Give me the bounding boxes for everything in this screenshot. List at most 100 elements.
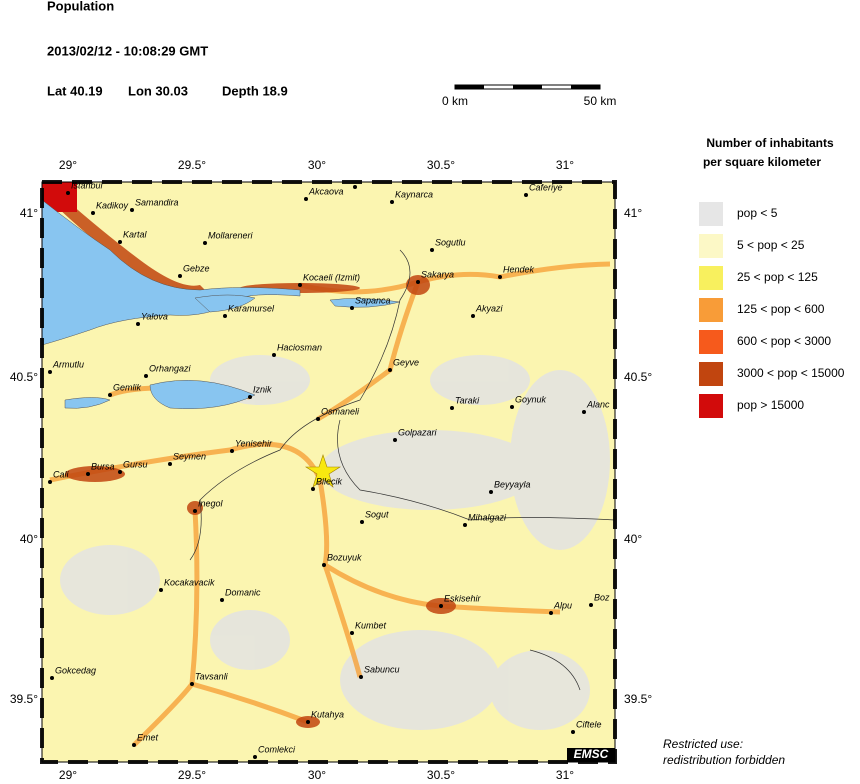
city-label: Caferiye	[529, 182, 563, 192]
city-dot	[388, 368, 392, 372]
lon-label: 31°	[556, 158, 574, 172]
city-dot	[48, 370, 52, 374]
city-label: Sakarya	[421, 269, 454, 279]
city-dot	[136, 322, 140, 326]
city-dot	[390, 200, 394, 204]
map-frame	[40, 180, 617, 764]
lat-label: 40°	[624, 532, 642, 546]
city-label: Osmaneli	[321, 406, 360, 416]
scale-end: 50 km	[584, 94, 617, 108]
city-dot	[430, 248, 434, 252]
legend-title: per square kilometer	[703, 155, 821, 169]
lat-label: 40°	[20, 532, 38, 546]
city-label: Mihalgazi	[468, 512, 507, 522]
legend-swatch	[699, 234, 723, 258]
legend-label: 600 < pop < 3000	[737, 334, 831, 348]
city-dot	[144, 374, 148, 378]
lon-label: 30°	[308, 768, 326, 782]
city-dot	[118, 240, 122, 244]
city-dot	[159, 588, 163, 592]
city-dot	[132, 743, 136, 747]
lat-label: 39.5°	[10, 692, 38, 706]
legend-swatch	[699, 298, 723, 322]
city-dot	[48, 480, 52, 484]
city-label: Yenisehir	[235, 438, 273, 448]
city-label: Bursa	[91, 461, 115, 471]
city-dot	[350, 306, 354, 310]
city-dot	[223, 314, 227, 318]
city-dot	[463, 523, 467, 527]
city-dot	[322, 563, 326, 567]
city-dot	[353, 185, 357, 189]
city-dot	[359, 675, 363, 679]
city-label: Kaynarca	[395, 189, 433, 199]
city-dot	[439, 604, 443, 608]
city-dot	[50, 676, 54, 680]
city-dot	[471, 314, 475, 318]
city-label: Sapanca	[355, 295, 391, 305]
city-label: Kutahya	[311, 709, 344, 719]
city-dot	[190, 682, 194, 686]
city-dot	[316, 417, 320, 421]
city-label: Gokcedag	[55, 665, 96, 675]
city-label: Kocakavacik	[164, 577, 215, 587]
city-label: Cali	[53, 469, 70, 479]
city-label: Haciosman	[277, 342, 322, 352]
city-label: Armutlu	[52, 359, 84, 369]
city-dot	[178, 274, 182, 278]
legend-swatch	[699, 362, 723, 386]
city-dot	[524, 193, 528, 197]
city-label: Eskisehir	[444, 593, 482, 603]
city-label: Ciftele	[576, 719, 602, 729]
city-label: Sogutlu	[435, 237, 466, 247]
legend-label: pop > 15000	[737, 398, 804, 412]
city-dot	[450, 406, 454, 410]
city-label: Kumbet	[355, 620, 387, 630]
city-label: Domanic	[225, 587, 261, 597]
city-label: Bilecik	[316, 476, 343, 486]
city-dot	[306, 720, 310, 724]
city-label: Emet	[137, 732, 159, 742]
lat-label: 40.5°	[624, 370, 652, 384]
title: Population	[47, 0, 114, 13]
city-label: Akyazi	[475, 303, 504, 313]
lon-label: 31°	[556, 768, 574, 782]
city-label: Kadikoy	[96, 200, 129, 210]
city-label: Karamursel	[228, 303, 275, 313]
legend-swatch	[699, 266, 723, 290]
lat-label: 40.5°	[10, 370, 38, 384]
city-label: Comlekci	[258, 744, 296, 754]
map: Istanbul Kadikoy Samandira Kartal Mollarener…	[42, 182, 615, 762]
city-dot	[360, 520, 364, 524]
city-dot	[272, 353, 276, 357]
city-dot	[91, 211, 95, 215]
depth: Depth 18.9	[222, 83, 288, 98]
city-dot	[86, 472, 90, 476]
city-label: Gebze	[183, 263, 210, 273]
city-label: Yalova	[141, 311, 168, 321]
lat-label: 41°	[624, 206, 642, 220]
city-dot	[230, 449, 234, 453]
city-dot	[193, 509, 197, 513]
legend-swatch	[699, 330, 723, 354]
city-dot	[203, 241, 207, 245]
datetime: 2013/02/12 - 10:08:29 GMT	[47, 43, 208, 58]
city-dot	[66, 191, 70, 195]
city-label: Iznik	[253, 384, 272, 394]
city-dot	[304, 197, 308, 201]
city-label: Kartal	[123, 229, 148, 239]
lon-label: 30.5°	[427, 158, 455, 172]
city-dot	[108, 393, 112, 397]
credit: EMSC	[574, 747, 609, 761]
lon-label: 30°	[308, 158, 326, 172]
city-dot	[168, 462, 172, 466]
city-dot	[489, 490, 493, 494]
city-dot	[253, 755, 257, 759]
city-dot	[416, 280, 420, 284]
city-dot	[571, 730, 575, 734]
footer: redistribution forbidden	[663, 753, 785, 767]
lat: Lat 40.19	[47, 83, 103, 98]
city-label: Inegol	[198, 498, 224, 508]
city-label: Hendek	[503, 264, 535, 274]
